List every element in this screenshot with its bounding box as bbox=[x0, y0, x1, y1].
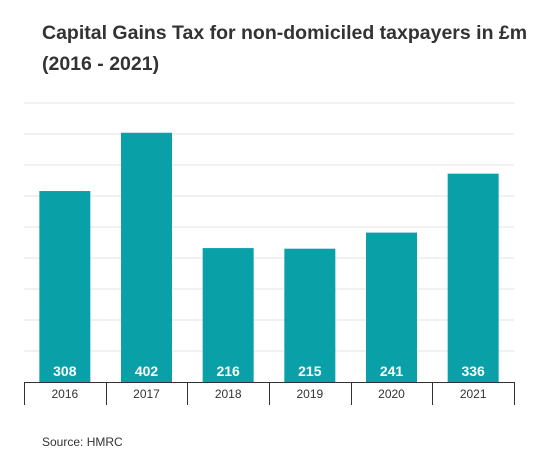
data-label-2019: 215 bbox=[298, 363, 322, 379]
x-tick-label-2018: 2018 bbox=[215, 387, 242, 401]
data-label-2018: 216 bbox=[216, 363, 240, 379]
bar-2017 bbox=[121, 132, 172, 382]
bar-2020 bbox=[366, 232, 417, 382]
bar-2016 bbox=[39, 191, 91, 382]
data-label-2017: 402 bbox=[135, 363, 159, 379]
data-label-2021: 336 bbox=[461, 363, 485, 379]
x-tick-label-2020: 2020 bbox=[378, 387, 405, 401]
chart-title: Capital Gains Tax for non-domiciled taxp… bbox=[42, 22, 528, 75]
data-label-2016: 308 bbox=[53, 363, 77, 379]
bars: 308 402 216 215 241 336 bbox=[39, 132, 499, 382]
source-note: Source: HMRC bbox=[42, 435, 123, 449]
bar-2018 bbox=[202, 248, 254, 382]
x-tick-label-2021: 2021 bbox=[460, 387, 487, 401]
data-label-2020: 241 bbox=[380, 363, 404, 379]
x-tick-label-2016: 2016 bbox=[51, 387, 78, 401]
bar-2019 bbox=[284, 248, 336, 382]
x-axis: 2016 2017 2018 2019 2020 2021 bbox=[24, 382, 515, 405]
x-tick-label-2017: 2017 bbox=[133, 387, 160, 401]
gridlines bbox=[24, 102, 514, 352]
bar-2021 bbox=[447, 173, 499, 382]
x-tick-label-2019: 2019 bbox=[296, 387, 323, 401]
